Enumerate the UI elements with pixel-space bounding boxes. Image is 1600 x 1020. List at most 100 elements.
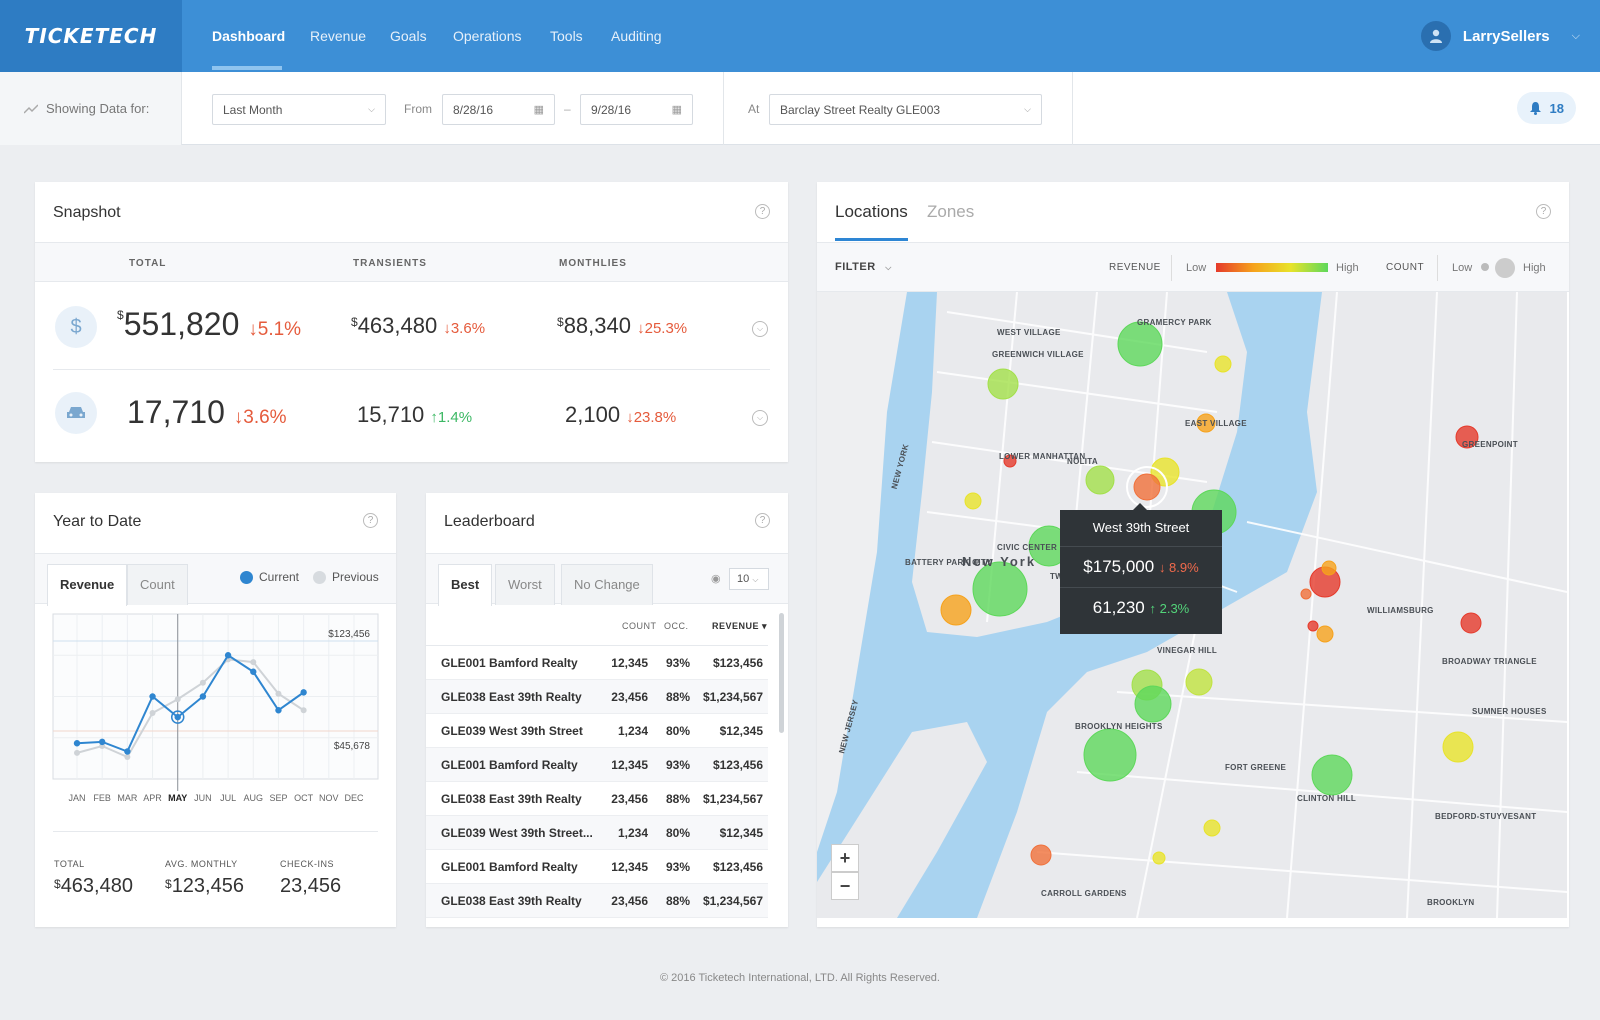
calendar-icon: ▦ xyxy=(671,104,682,116)
filter-bar: Showing Data for: Last Month ⌵ From 8/28… xyxy=(0,72,1600,145)
nav-auditing[interactable]: Auditing xyxy=(611,28,662,44)
location-marker[interactable] xyxy=(1185,668,1213,696)
snapshot-header-row: TOTAL TRANSIENTS MONTHLIES xyxy=(35,242,788,282)
tab-revenue[interactable]: Revenue xyxy=(47,564,128,606)
expand-count-icon[interactable]: ⌵ xyxy=(752,410,768,426)
help-icon[interactable]: ? xyxy=(363,513,378,528)
table-row[interactable]: GLE039 West 39th Street 1,234 80% $12,345 xyxy=(426,714,768,748)
col-occ[interactable]: OCC. xyxy=(664,621,689,631)
count-total-change: ↓3.6% xyxy=(233,407,287,428)
row-name: GLE001 Bamford Realty xyxy=(441,656,578,670)
chevron-down-icon: ⌵ xyxy=(1571,29,1580,42)
col-monthlies: MONTHLIES xyxy=(559,258,627,269)
data-point-current xyxy=(149,693,156,700)
row-revenue: $12,345 xyxy=(719,724,763,738)
help-icon[interactable]: ? xyxy=(755,513,770,528)
logo-container[interactable]: TICKETECH xyxy=(0,0,182,72)
location-marker[interactable] xyxy=(1316,625,1334,643)
nav-operations[interactable]: Operations xyxy=(453,28,522,44)
location-marker[interactable] xyxy=(1203,819,1221,837)
summary-check-ins: CHECK-INS 23,456 xyxy=(280,859,342,897)
snapshot-card: Snapshot ? TOTAL TRANSIENTS MONTHLIES $ … xyxy=(35,182,788,462)
location-marker[interactable] xyxy=(987,368,1019,400)
nav-dashboard[interactable]: Dashboard xyxy=(212,28,286,44)
location-marker[interactable] xyxy=(1030,844,1052,866)
x-tick-label: MAR xyxy=(117,793,138,803)
location-marker[interactable] xyxy=(1321,560,1337,576)
map-label: FORT GREENE xyxy=(1225,763,1287,772)
x-tick-label: DEC xyxy=(344,793,364,803)
col-count[interactable]: COUNT xyxy=(622,621,657,631)
location-marker[interactable] xyxy=(1085,465,1115,495)
from-date-value: 8/28/16 xyxy=(453,102,494,117)
divider xyxy=(1060,587,1222,588)
location-marker[interactable] xyxy=(1133,473,1161,501)
table-row[interactable]: GLE001 Bamford Realty 12,345 93% $123,456 xyxy=(426,850,768,884)
page-size-select[interactable]: 10 ⌵ xyxy=(729,568,769,590)
data-point-current xyxy=(250,668,257,675)
table-row[interactable]: GLE038 East 39th Realty 23,456 88% $1,234,5… xyxy=(426,782,768,816)
y-top-label: $123,456 xyxy=(328,629,370,640)
zoom-out-button[interactable]: − xyxy=(831,872,859,900)
location-marker[interactable] xyxy=(1442,731,1474,763)
map[interactable]: WEST VILLAGE GREENWICH VILLAGE GRAMERCY PA… xyxy=(817,292,1567,918)
location-marker[interactable] xyxy=(1214,355,1232,373)
location-marker[interactable] xyxy=(1455,425,1479,449)
help-icon[interactable]: ? xyxy=(1536,204,1551,219)
map-label: LOWER MANHATTAN xyxy=(999,452,1086,461)
table-row[interactable]: GLE001 Bamford Realty 12,345 93% $123,456 xyxy=(426,748,768,782)
scrollbar[interactable] xyxy=(779,613,784,733)
table-row[interactable]: GLE038 East 39th Realty 23,456 88% $1,234,5… xyxy=(426,680,768,714)
location-marker[interactable] xyxy=(1300,588,1312,600)
notifications-button[interactable]: 18 xyxy=(1516,92,1576,124)
location-marker[interactable] xyxy=(1083,728,1137,782)
username: LarrySellers xyxy=(1462,27,1550,45)
location-marker[interactable] xyxy=(1150,457,1180,487)
tab-best[interactable]: Best xyxy=(438,564,493,606)
tab-worst[interactable]: Worst xyxy=(495,564,555,605)
from-date-input[interactable]: 8/28/16 ▦ xyxy=(442,94,555,125)
zoom-in-button[interactable]: + xyxy=(831,844,859,872)
nav-revenue[interactable]: Revenue xyxy=(310,28,367,44)
x-tick-label: FEB xyxy=(93,793,111,803)
table-row[interactable]: GLE038 East 39th Realty 23,456 88% $1,234,5… xyxy=(426,884,768,918)
tab-locations[interactable]: Locations xyxy=(835,202,908,221)
high-label: High xyxy=(1523,262,1546,274)
location-marker[interactable] xyxy=(1311,754,1353,796)
revenue-total-change: ↓5.1% xyxy=(248,319,302,340)
nav-tools[interactable]: Tools xyxy=(550,28,583,44)
location-select[interactable]: Barclay Street Realty GLE003 ⌵ xyxy=(769,94,1042,125)
tab-count[interactable]: Count xyxy=(127,564,188,605)
data-point-previous xyxy=(74,749,80,756)
help-icon[interactable]: ? xyxy=(755,204,770,219)
location-marker[interactable] xyxy=(1152,851,1166,865)
table-row[interactable]: GLE001 Bamford Realty 12,345 93% $123,456 xyxy=(426,646,768,680)
expand-revenue-icon[interactable]: ⌵ xyxy=(752,321,768,337)
logo: TICKETECH xyxy=(24,24,158,48)
filter-button[interactable]: FILTER ⌵ xyxy=(835,261,892,273)
period-select[interactable]: Last Month ⌵ xyxy=(212,94,386,125)
location-marker[interactable] xyxy=(1117,321,1163,367)
tooltip-count-change: ↑ 2.3% xyxy=(1149,601,1190,616)
nav-goals[interactable]: Goals xyxy=(390,28,427,44)
location-marker[interactable] xyxy=(972,561,1028,617)
count-transients: 15,710 ↑1.4% xyxy=(357,402,473,427)
map-legend-bar: FILTER ⌵ REVENUE Low High COUNT Low High xyxy=(817,242,1569,292)
location-marker[interactable] xyxy=(1307,620,1319,632)
user-menu[interactable]: LarrySellers ⌵ xyxy=(1420,0,1580,72)
location-marker[interactable] xyxy=(1460,612,1482,634)
legend-current[interactable]: Current xyxy=(240,570,299,585)
tab-no-change[interactable]: No Change xyxy=(561,564,653,605)
row-revenue: $1,234,567 xyxy=(702,792,763,806)
legend-previous[interactable]: Previous xyxy=(313,570,379,585)
location-marker[interactable] xyxy=(964,492,982,510)
table-row[interactable]: GLE039 West 39th Street... 1,234 80% $12,34… xyxy=(426,816,768,850)
tab-zones[interactable]: Zones xyxy=(927,202,975,221)
to-date-input[interactable]: 9/28/16 ▦ xyxy=(580,94,693,125)
notification-count: 18 xyxy=(1549,100,1564,116)
location-marker[interactable] xyxy=(1134,685,1172,723)
col-revenue[interactable]: REVENUE ▾ xyxy=(712,621,768,631)
location-marker[interactable] xyxy=(940,594,972,626)
location-marker[interactable] xyxy=(1196,413,1216,433)
location-marker[interactable] xyxy=(1003,454,1017,468)
